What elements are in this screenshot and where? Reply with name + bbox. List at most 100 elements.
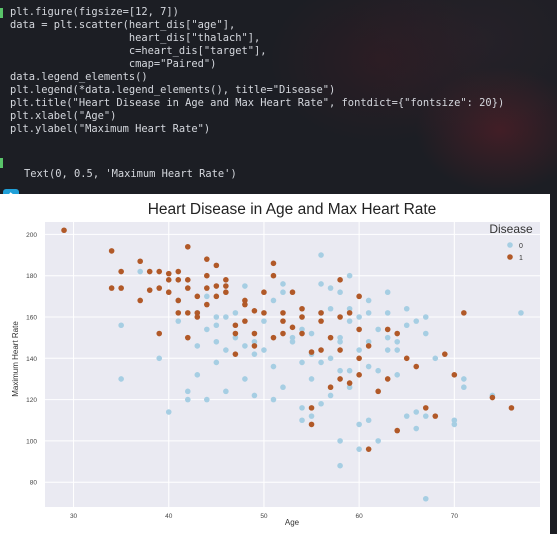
scatter-point-class-1 <box>146 287 153 293</box>
scatter-point-class-1 <box>356 372 362 378</box>
scatter-point-class-1 <box>337 277 343 283</box>
scatter-point-class-0 <box>384 334 391 341</box>
scatter-point-class-0 <box>365 297 372 304</box>
scatter-point-class-0 <box>346 384 353 391</box>
scatter-point-class-1 <box>137 297 143 304</box>
code-line-9: plt.xlabel("Age") <box>10 110 117 122</box>
scatter-point-class-1 <box>165 270 172 277</box>
scatter-point-class-1 <box>394 427 401 434</box>
legend-marker-1 <box>507 254 513 260</box>
scatter-point-class-1 <box>270 334 277 341</box>
scatter-point-class-1 <box>232 330 239 337</box>
scatter-point-class-0 <box>346 367 353 374</box>
scatter-point-class-1 <box>442 351 448 357</box>
scatter-point-class-1 <box>508 405 515 411</box>
scatter-point-class-1 <box>175 297 182 304</box>
scatter-point-class-0 <box>337 438 343 444</box>
scatter-point-class-0 <box>175 318 182 324</box>
scatter-point-class-1 <box>451 372 458 378</box>
cell-output: Text(0, 0.5, 'Maximum Heart Rate') <box>24 168 237 180</box>
scatter-point-class-1 <box>251 308 258 314</box>
scatter-point-class-0 <box>194 343 201 349</box>
scatter-point-class-1 <box>223 289 229 296</box>
x-tick-label: 40 <box>165 513 173 520</box>
code-line-6: data.legend_elements() <box>10 71 148 83</box>
scatter-point-class-1 <box>365 446 372 452</box>
scatter-point-class-0 <box>204 293 210 300</box>
code-line-2: data = plt.scatter(heart_dis["age"], <box>10 19 236 31</box>
scatter-point-class-0 <box>223 388 229 395</box>
scatter-point-class-1 <box>299 314 305 320</box>
scatter-point-class-0 <box>289 338 296 345</box>
scatter-point-class-0 <box>337 462 343 469</box>
scatter-point-class-0 <box>337 338 343 345</box>
code-line-5: cmap="Paired") <box>10 58 217 70</box>
scatter-point-class-1 <box>270 260 277 267</box>
scatter-point-class-1 <box>184 277 191 283</box>
scatter-point-class-0 <box>394 347 401 353</box>
scatter-point-class-1 <box>432 413 439 419</box>
scatter-point-class-1 <box>327 334 334 341</box>
scatter-point-class-0 <box>384 289 391 296</box>
scatter-point-class-0 <box>461 384 467 391</box>
scatter-point-class-0 <box>384 347 391 353</box>
scatter-point-class-1 <box>318 310 324 316</box>
scatter-chart: 30 40 50 60 70 80 100 120 140 160 180 200 Heart Dis… <box>11 201 540 527</box>
scatter-point-class-1 <box>184 310 191 316</box>
scatter-point-class-0 <box>413 318 420 324</box>
scatter-point-class-1 <box>289 289 296 296</box>
scatter-point-class-0 <box>251 351 258 357</box>
scatter-point-class-1 <box>156 285 163 291</box>
scatter-point-class-1 <box>194 293 201 300</box>
scatter-point-class-0 <box>308 376 315 382</box>
x-axis-label: Age <box>285 518 300 527</box>
scatter-point-class-1 <box>232 351 239 357</box>
scatter-point-class-0 <box>327 285 334 291</box>
scatter-point-class-0 <box>251 338 258 345</box>
scatter-point-class-1 <box>61 227 67 234</box>
y-tick-label: 160 <box>26 315 37 322</box>
cell-marker-icon <box>0 8 3 18</box>
scatter-point-class-0 <box>375 367 381 374</box>
figure: 30 40 50 60 70 80 100 120 140 160 180 200 Heart Dis… <box>0 194 550 534</box>
scatter-point-class-1 <box>156 330 163 337</box>
y-tick-label: 180 <box>26 273 37 280</box>
scatter-point-class-1 <box>213 293 220 300</box>
scatter-point-class-0 <box>518 310 524 316</box>
chart-title: Heart Disease in Age and Max Heart Rate <box>148 201 437 218</box>
scatter-point-class-1 <box>299 330 305 337</box>
scatter-point-class-0 <box>356 421 362 428</box>
scatter-point-class-1 <box>146 268 153 275</box>
scatter-point-class-0 <box>289 334 296 341</box>
scatter-point-class-1 <box>422 405 429 411</box>
window-edge <box>550 194 557 534</box>
scatter-point-class-0 <box>346 318 353 324</box>
scatter-point-class-1 <box>175 310 182 316</box>
legend-label-1: 1 <box>519 255 523 262</box>
scatter-point-class-1 <box>204 285 210 291</box>
scatter-point-class-0 <box>213 322 220 329</box>
scatter-point-class-0 <box>422 330 429 337</box>
scatter-point-class-1 <box>346 380 353 386</box>
scatter-point-class-0 <box>422 413 429 419</box>
scatter-point-class-0 <box>337 334 343 341</box>
scatter-point-class-0 <box>346 305 353 312</box>
code-line-3: heart_dis["thalach"], <box>10 32 261 44</box>
x-tick-label: 50 <box>260 513 268 520</box>
scatter-point-class-1 <box>165 289 172 296</box>
scatter-point-class-1 <box>461 310 467 316</box>
scatter-point-class-1 <box>280 330 286 337</box>
scatter-point-class-0 <box>308 413 315 419</box>
scatter-point-class-0 <box>299 326 305 333</box>
scatter-point-class-1 <box>356 355 362 362</box>
x-tick-label: 30 <box>70 513 78 520</box>
code-cell[interactable]: plt.figure(figsize=[12, 7]) data = plt.s… <box>10 6 504 136</box>
scatter-point-class-1 <box>232 322 239 329</box>
scatter-point-class-0 <box>394 372 401 378</box>
y-axis-label: Maximum Heart Rate <box>11 321 20 397</box>
scatter-point-class-1 <box>308 421 315 428</box>
scatter-point-class-0 <box>270 396 277 403</box>
scatter-point-class-1 <box>308 405 315 411</box>
scatter-point-class-0 <box>384 310 391 316</box>
scatter-point-class-0 <box>451 417 458 424</box>
